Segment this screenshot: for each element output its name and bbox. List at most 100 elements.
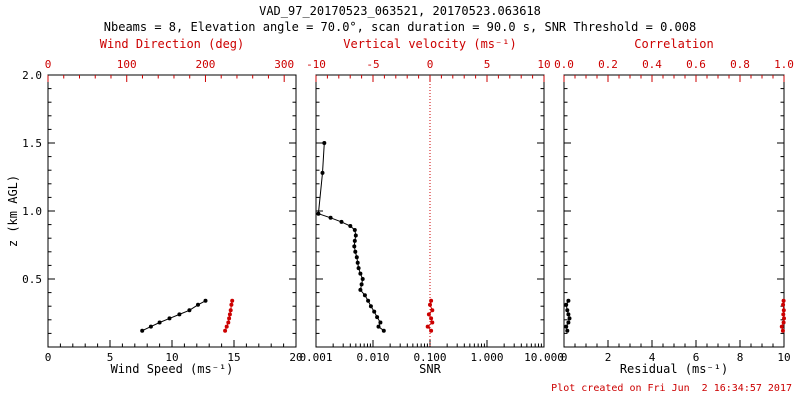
tick-label: 10.000 xyxy=(524,351,564,364)
residual-profile-point xyxy=(566,320,571,325)
snr-profile-point xyxy=(378,320,383,325)
tick-label: 0 xyxy=(45,58,52,71)
wind-speed-point xyxy=(177,312,182,317)
residual-profile-series xyxy=(564,298,572,333)
wind-speed-point xyxy=(187,308,192,313)
tick-label: 1.0 xyxy=(774,58,794,71)
tick-label: 100 xyxy=(117,58,137,71)
vertical-velocity-point xyxy=(430,308,435,313)
correlation-point xyxy=(779,324,784,329)
tick-label: 15 xyxy=(227,351,240,364)
correlation-point xyxy=(780,328,785,333)
vertical-velocity-point xyxy=(425,324,430,329)
snr-profile-point xyxy=(359,282,364,287)
vertical-velocity-point xyxy=(428,302,432,307)
snr-profile-point xyxy=(356,266,361,271)
tick-label: 5 xyxy=(484,58,491,71)
wind-direction-axis-label: Wind Direction (deg) xyxy=(99,37,245,51)
plot-parameters: Nbeams = 8, Elevation angle = 70.0°, sca… xyxy=(103,20,697,34)
tick-label: 0.100 xyxy=(413,351,446,364)
wind-speed-series xyxy=(140,298,208,333)
snr-profile-point xyxy=(381,328,386,333)
tick-label: 300 xyxy=(274,58,294,71)
wind-speed-point xyxy=(157,320,162,325)
tick-label: 1.5 xyxy=(22,137,42,150)
tick-label: 0.0 xyxy=(554,58,574,71)
tick-label: 20 xyxy=(289,351,302,364)
wind-direction-point xyxy=(230,298,235,303)
wind-direction-point xyxy=(224,324,229,329)
wind-direction-point xyxy=(228,308,233,313)
residual-plot-box xyxy=(563,74,785,348)
tick-label: 6 xyxy=(693,351,700,364)
correlation-point xyxy=(781,320,786,325)
plot-title: VAD_97_20170523_063521, 20170523.063618 xyxy=(259,4,541,18)
wind-direction-series xyxy=(223,298,235,333)
wind-direction-point xyxy=(223,328,228,333)
snr-profile-point xyxy=(352,238,357,243)
wind-plot-box xyxy=(47,74,297,348)
residual-profile-point xyxy=(565,308,570,313)
snr-panel: 0.001 0.010 0.100 1.000 10.000 -10 -5 0 5 10 xyxy=(299,58,563,364)
snr-profile-point xyxy=(358,287,363,292)
tick-label: 1.000 xyxy=(470,351,503,364)
wind-speed-point xyxy=(196,302,200,307)
snr-profile-point xyxy=(358,271,363,276)
plot-created-timestamp: Plot created on Fri Jun 2 16:34:57 2017 xyxy=(551,383,792,394)
residual-profile-point xyxy=(566,298,571,303)
snr-profile-series xyxy=(316,141,386,333)
tick-label: 10 xyxy=(537,58,550,71)
tick-label: 200 xyxy=(196,58,216,71)
snr-profile-point xyxy=(375,315,380,320)
snr-profile-point xyxy=(372,309,377,314)
snr-profile-point xyxy=(353,233,358,238)
snr-profile-point xyxy=(362,293,367,298)
vertical-velocity-point xyxy=(429,298,434,303)
snr-profile-point xyxy=(322,141,327,145)
tick-label: 0 xyxy=(427,58,434,71)
tick-label: -5 xyxy=(366,58,379,71)
tick-label: 5 xyxy=(107,351,114,364)
snr-axis-label: SNR xyxy=(419,362,441,376)
vertical-velocity-point xyxy=(429,328,434,333)
tick-label: 0.5 xyxy=(22,273,42,286)
vertical-velocity-point xyxy=(429,316,434,321)
snr-profile-point xyxy=(352,244,357,249)
snr-profile-point xyxy=(316,211,321,216)
residual-profile-point xyxy=(567,316,572,321)
wind-speed-point xyxy=(203,298,208,303)
tick-label: 0 xyxy=(45,351,52,364)
tick-label: 0.010 xyxy=(356,351,389,364)
snr-profile-point xyxy=(328,215,333,220)
vertical-velocity-point xyxy=(430,320,435,325)
wind-speed-point xyxy=(140,328,145,333)
tick-label: 8 xyxy=(737,351,744,364)
tick-label: 0.8 xyxy=(730,58,750,71)
wind-speed-axis-label: Wind Speed (ms⁻¹) xyxy=(110,362,234,376)
snr-profile-point xyxy=(376,324,381,329)
snr-profile-point xyxy=(366,298,371,303)
tick-label: 1.0 xyxy=(22,205,42,218)
residual-profile-point xyxy=(564,302,569,307)
tick-label: 2.0 xyxy=(22,69,42,82)
tick-label: 0.4 xyxy=(642,58,662,71)
tick-label: 10 xyxy=(777,351,790,364)
wind-direction-point xyxy=(226,320,231,325)
snr-profile-point xyxy=(360,277,365,281)
correlation-point xyxy=(782,316,786,321)
correlation-point xyxy=(781,308,786,313)
wind-speed-point xyxy=(167,316,172,321)
snr-profile-point xyxy=(354,255,359,260)
tick-label: 10 xyxy=(165,351,178,364)
wind-direction-point xyxy=(227,316,232,321)
vertical-velocity-series xyxy=(425,298,435,333)
snr-profile-point xyxy=(339,219,344,224)
residual-profile-point xyxy=(566,312,571,317)
wind-direction-point xyxy=(227,312,232,317)
snr-profile-point xyxy=(355,260,360,265)
residual-axis-label: Residual (ms⁻¹) xyxy=(619,362,729,376)
correlation-point xyxy=(781,302,786,307)
residual-profile-point xyxy=(564,324,569,329)
correlation-series xyxy=(779,298,786,333)
